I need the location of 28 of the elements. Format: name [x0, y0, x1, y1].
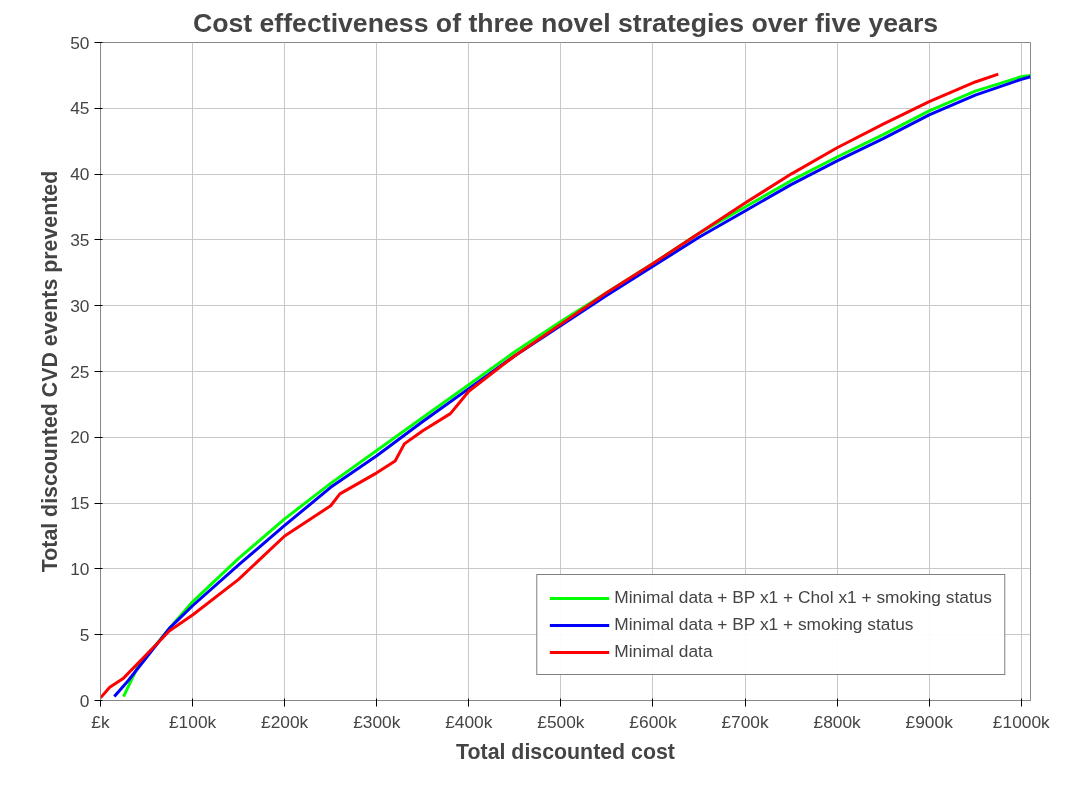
- x-tick-label: £200k: [261, 711, 309, 732]
- x-tick-label: £k: [91, 711, 110, 732]
- y-tick-label: 25: [70, 361, 90, 382]
- y-tick-label: 0: [79, 690, 90, 711]
- legend-label: Minimal data + BP x1 + smoking status: [614, 614, 914, 635]
- y-tick-label: 30: [70, 295, 90, 316]
- y-tick-label: 50: [70, 32, 90, 53]
- x-tick-label: £900k: [905, 711, 954, 732]
- y-tick-label: 45: [70, 98, 90, 119]
- chart-title: Cost effectiveness of three novel strategies over five years: [192, 7, 939, 38]
- y-tick-label: 10: [70, 558, 90, 579]
- x-tick-label: £100k: [168, 711, 217, 732]
- y-axis-title: Total discounted CVD events prevented: [38, 170, 63, 573]
- x-tick-label: £700k: [721, 711, 769, 732]
- x-tick-label: £600k: [629, 711, 677, 732]
- x-tick-label: £400k: [445, 711, 493, 732]
- x-tick-label: £1000k: [992, 711, 1051, 732]
- legend-label: Minimal data + BP x1 + Chol x1 + smoking status: [614, 587, 992, 608]
- y-tick-label: 15: [70, 493, 90, 514]
- y-tick-label: 40: [70, 164, 90, 185]
- y-tick-label: 5: [79, 624, 90, 645]
- x-tick-label: £300k: [353, 711, 401, 732]
- legend-label: Minimal data: [614, 641, 713, 662]
- x-tick-label: £800k: [813, 711, 862, 732]
- y-tick-label: 35: [70, 229, 90, 250]
- x-tick-label: £500k: [537, 711, 585, 732]
- y-tick-label: 20: [70, 427, 90, 448]
- x-axis-title: Total discounted cost: [456, 739, 675, 764]
